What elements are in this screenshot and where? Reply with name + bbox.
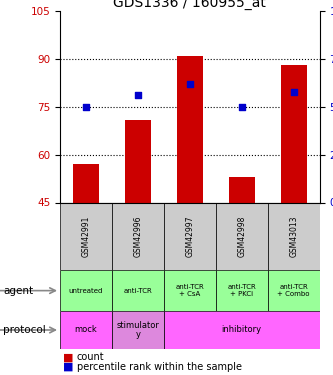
Text: protocol: protocol (3, 325, 46, 335)
Bar (125, 120, 151, 202)
Bar (73, 164, 99, 202)
Bar (216, 202, 268, 270)
Text: untreated: untreated (69, 288, 103, 294)
Title: GDS1336 / 160955_at: GDS1336 / 160955_at (113, 0, 266, 10)
Text: anti-TCR: anti-TCR (124, 288, 152, 294)
Bar (60, 311, 112, 349)
Point (187, 81, 192, 87)
Text: percentile rank within the sample: percentile rank within the sample (77, 362, 241, 372)
Bar (229, 177, 255, 203)
Text: GSM42997: GSM42997 (185, 216, 194, 257)
Point (239, 104, 244, 110)
Bar (60, 202, 112, 270)
Text: inhibitory: inhibitory (222, 326, 262, 334)
Bar (112, 270, 164, 311)
Point (291, 88, 296, 94)
Text: GSM42991: GSM42991 (81, 216, 91, 257)
Text: ■: ■ (63, 352, 74, 362)
Text: count: count (77, 352, 104, 362)
Text: anti-TCR
+ CsA: anti-TCR + CsA (175, 284, 204, 297)
Bar (281, 65, 307, 203)
Bar (112, 202, 164, 270)
Point (135, 92, 141, 98)
Text: GSM42998: GSM42998 (237, 216, 246, 257)
Bar (164, 202, 216, 270)
Bar (268, 270, 320, 311)
Text: anti-TCR
+ PKCi: anti-TCR + PKCi (227, 284, 256, 297)
Bar (268, 202, 320, 270)
Text: anti-TCR
+ Combo: anti-TCR + Combo (277, 284, 310, 297)
Bar (164, 270, 216, 311)
Text: ■: ■ (63, 362, 74, 372)
Bar (60, 270, 112, 311)
Text: stimulator
y: stimulator y (117, 321, 159, 339)
Bar (216, 270, 268, 311)
Bar (177, 56, 203, 202)
Text: agent: agent (3, 286, 33, 296)
Text: GSM42996: GSM42996 (133, 216, 143, 257)
Text: GSM43013: GSM43013 (289, 216, 298, 257)
Point (83, 104, 89, 110)
Bar (112, 311, 164, 349)
Text: mock: mock (75, 326, 97, 334)
Bar (164, 311, 320, 349)
